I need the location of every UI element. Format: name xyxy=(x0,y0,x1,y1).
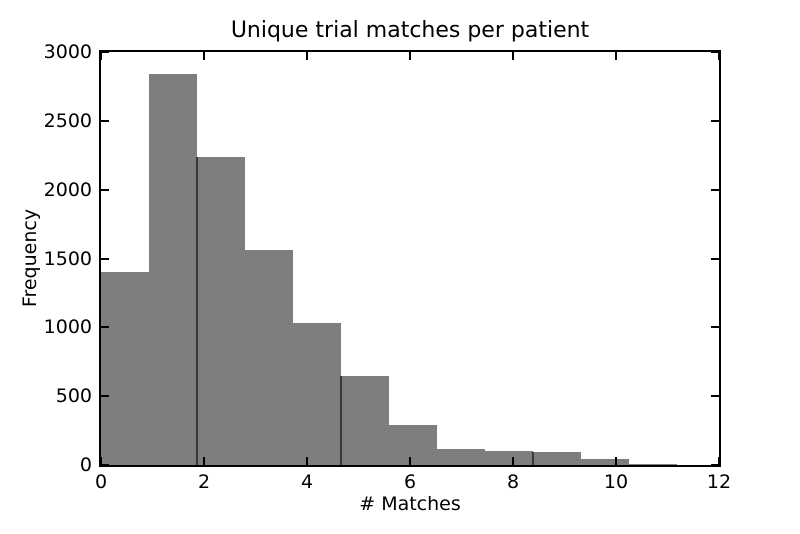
x-tick-label: 8 xyxy=(506,471,520,493)
plot-area xyxy=(99,50,721,467)
histogram-bar xyxy=(196,156,246,465)
bin-edge-line xyxy=(340,375,342,465)
y-tick-label: 2500 xyxy=(43,109,92,132)
x-tick-mark xyxy=(306,52,308,60)
y-tick-mark xyxy=(101,188,109,191)
x-tick-mark xyxy=(615,52,617,60)
histogram-bar xyxy=(485,450,534,465)
y-tick-mark xyxy=(711,51,719,53)
y-tick-mark xyxy=(101,326,109,329)
histogram-bar xyxy=(388,425,437,465)
y-tick-label: 1000 xyxy=(43,316,92,339)
chart-title: Unique trial matches per patient xyxy=(230,18,590,43)
y-tick-mark xyxy=(711,188,719,191)
y-tick-mark xyxy=(101,119,109,122)
histogram-bar xyxy=(148,74,197,465)
x-tick-label: 10 xyxy=(603,471,629,493)
x-tick-label: 12 xyxy=(706,471,732,493)
x-tick-mark xyxy=(512,457,514,465)
bin-edge-line xyxy=(195,156,198,465)
y-tick-label: 2000 xyxy=(43,178,92,201)
histogram-bar xyxy=(101,272,149,465)
y-tick-mark xyxy=(711,464,719,466)
y-tick-mark xyxy=(101,395,109,398)
x-tick-mark xyxy=(718,52,720,60)
y-tick-label: 0 xyxy=(79,454,92,476)
x-tick-mark xyxy=(203,52,205,60)
x-tick-label: 4 xyxy=(300,471,314,493)
x-tick-mark xyxy=(615,457,617,465)
x-tick-mark xyxy=(203,457,205,465)
histogram-bar xyxy=(436,448,486,465)
histogram-bar xyxy=(245,250,294,465)
x-tick-label: 0 xyxy=(94,471,108,493)
x-tick-label: 6 xyxy=(403,471,417,493)
y-tick-mark xyxy=(101,51,109,53)
x-axis-label: # Matches xyxy=(359,493,461,515)
y-tick-mark xyxy=(101,257,109,260)
x-tick-mark xyxy=(512,52,514,60)
histogram-bar xyxy=(628,463,677,465)
histogram-bar xyxy=(293,323,341,465)
y-tick-label: 1500 xyxy=(43,247,92,270)
x-tick-mark xyxy=(306,457,308,465)
x-tick-mark xyxy=(409,457,411,465)
x-tick-mark xyxy=(718,457,720,465)
y-tick-mark xyxy=(711,326,719,329)
x-tick-mark xyxy=(100,457,102,465)
bin-edge-line xyxy=(532,451,535,465)
plot-inner xyxy=(100,51,720,466)
histogram-bar xyxy=(533,451,581,465)
y-tick-mark xyxy=(101,464,109,466)
y-tick-label: 3000 xyxy=(43,41,92,63)
histogram-bar xyxy=(341,375,389,465)
y-tick-label: 500 xyxy=(55,385,92,408)
x-tick-label: 2 xyxy=(197,471,211,493)
y-tick-mark xyxy=(711,119,719,122)
x-tick-mark xyxy=(409,52,411,60)
x-tick-mark xyxy=(100,52,102,60)
y-tick-mark xyxy=(711,257,719,260)
histogram-bar xyxy=(581,458,629,465)
y-tick-mark xyxy=(711,395,719,398)
